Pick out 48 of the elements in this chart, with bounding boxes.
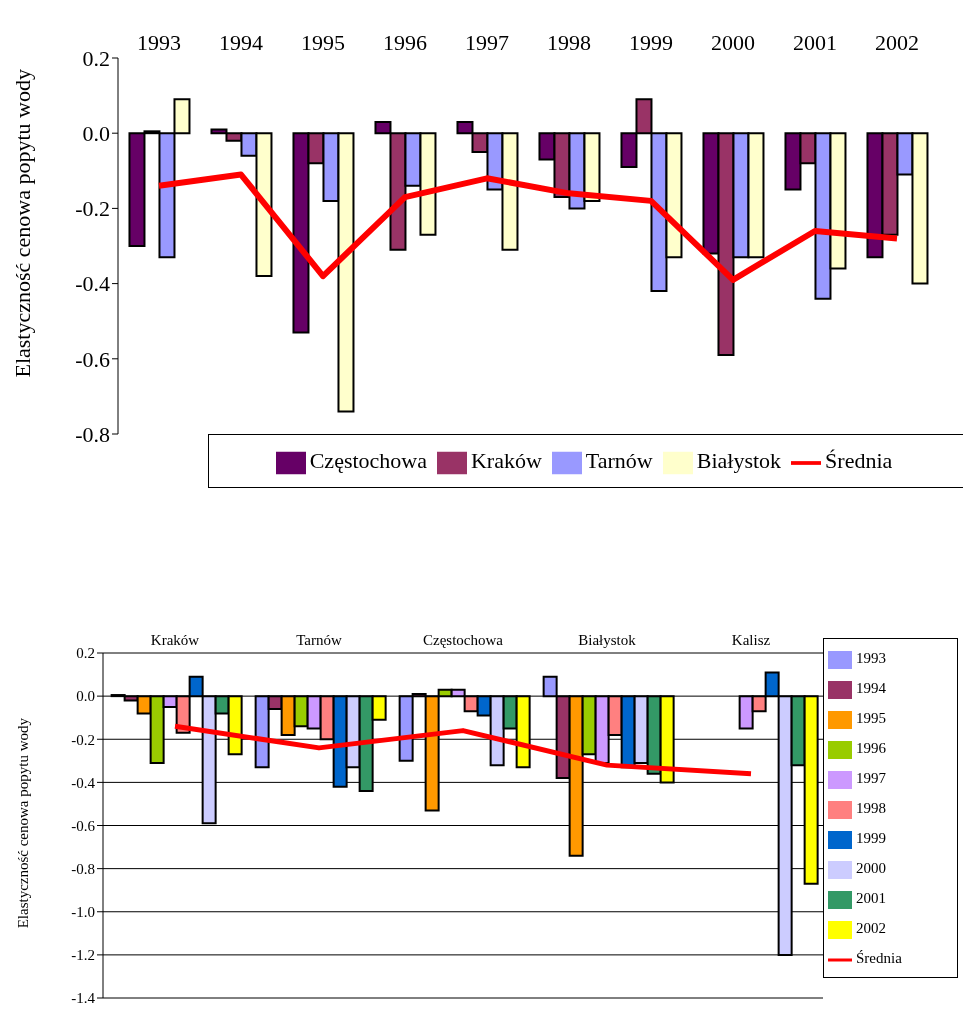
x-tick-label: Kalisz [731,632,771,648]
legend-label: Średnia [825,448,893,473]
y-tick-label: 0.2 [82,45,110,71]
legend-label: Częstochowa [309,448,427,473]
legend-label: 1999 [856,830,886,846]
y-axis-title: Elastyczność cenowa popytu wody [10,68,36,378]
legend-label: 2001 [856,890,886,906]
x-tick-label: 1995 [301,30,345,55]
y-tick-label: 0.0 [82,121,110,147]
y-tick-label: -1.4 [71,990,96,1007]
legend-label: Tarnów [585,448,653,473]
legend-label: 2002 [856,920,886,936]
y-tick-label: -0.2 [71,731,95,748]
x-tick-label: Kraków [150,632,200,648]
x-tick-label: 1994 [219,30,263,55]
x-tick-label: 1999 [629,30,673,55]
y-axis-title: Elastyczność cenowa popytu wody [14,717,32,929]
x-tick-label: 2002 [875,30,919,55]
legend-label: 1995 [856,710,886,726]
x-tick-label: Tarnów [296,632,342,648]
legend-label: 1994 [856,680,886,696]
legend-label: 2000 [856,860,886,876]
legend-label: Białystok [696,448,782,473]
legend-label: 1993 [856,650,886,666]
x-tick-label: 1998 [547,30,591,55]
y-tick-label: 0.0 [76,688,95,705]
x-tick-label: 1997 [465,30,509,55]
y-tick-label: -0.8 [75,421,110,447]
legend-label: 1997 [856,770,886,786]
y-tick-label: -1.0 [71,904,95,921]
x-tick-label: 1996 [383,30,427,55]
y-tick-label: 0.2 [76,645,95,662]
y-tick-label: -0.4 [71,774,96,791]
legend-label: 1998 [856,800,886,816]
y-tick-label: -0.4 [75,271,110,297]
y-tick-label: -0.6 [71,817,96,834]
x-tick-label: 1993 [137,30,181,55]
x-tick-label: 2001 [793,30,837,55]
y-tick-label: -1.2 [71,947,95,964]
y-tick-label: -0.6 [75,346,110,372]
x-tick-label: 2000 [711,30,755,55]
legend-label: Średnia [856,950,902,966]
legend-label: 1996 [856,740,886,756]
y-tick-label: -0.8 [71,860,95,877]
x-tick-label: Białystok [578,632,637,648]
legend-label: Kraków [470,448,542,473]
x-tick-label: Częstochowa [423,632,504,648]
y-tick-label: -0.2 [75,196,110,222]
